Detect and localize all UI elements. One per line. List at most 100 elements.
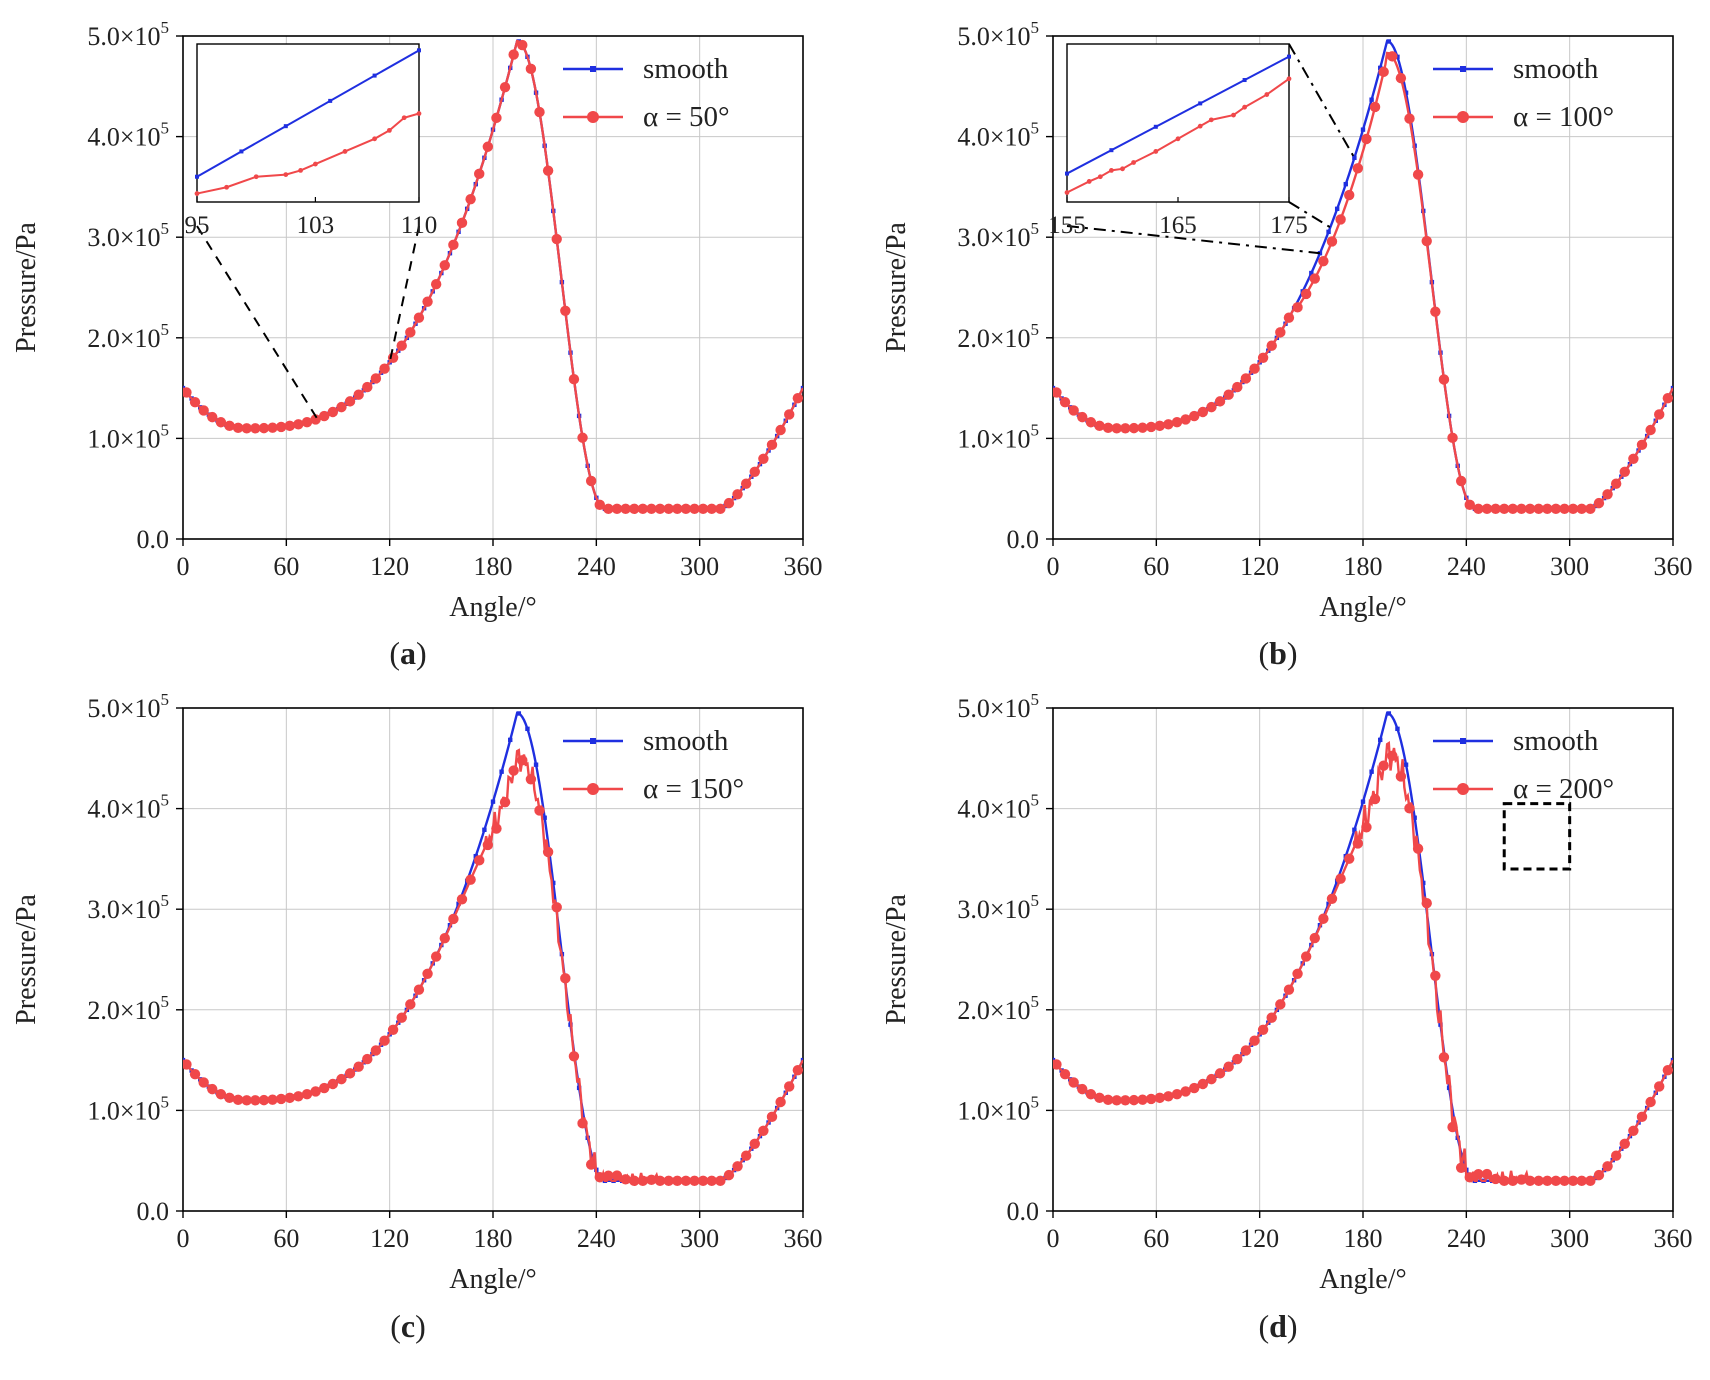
- point-textured: [1292, 968, 1303, 979]
- inset-x-tick-label: 95: [185, 212, 210, 239]
- point-textured: [1387, 750, 1398, 762]
- point-textured: [1283, 984, 1295, 995]
- point-textured: [474, 168, 485, 180]
- point-textured: [1137, 422, 1148, 433]
- point-textured: [715, 1175, 726, 1187]
- x-tick-label: 60: [273, 552, 299, 581]
- y-tick-label: 3.0×105: [87, 891, 169, 924]
- point-textured: [1163, 419, 1174, 430]
- point-textured: [732, 1161, 743, 1172]
- x-tick-label: 60: [1143, 552, 1169, 581]
- point-textured: [439, 933, 450, 944]
- y-tick-exponent: 5: [161, 119, 170, 138]
- x-tick-label: 120: [370, 1224, 409, 1253]
- legend-marker-smooth: [590, 66, 596, 72]
- x-tick-label: 180: [1344, 552, 1383, 581]
- point-textured: [1628, 1125, 1639, 1136]
- point-textured: [430, 951, 442, 962]
- point-textured: [1447, 1121, 1458, 1133]
- point-textured: [680, 1175, 692, 1187]
- point-textured: [1645, 424, 1656, 436]
- x-tick-label: 120: [1240, 1224, 1279, 1253]
- point-textured: [1645, 1096, 1656, 1108]
- point-textured: [1189, 1082, 1200, 1094]
- y-tick-exponent: 5: [161, 320, 170, 339]
- inset-x-tick-label: 155: [1048, 212, 1086, 239]
- panel-label: (c): [390, 1308, 426, 1344]
- point-smooth: [1369, 769, 1374, 774]
- point-smooth: [1421, 880, 1426, 886]
- x-tick-label: 300: [1550, 1224, 1589, 1253]
- point-textured: [551, 233, 562, 245]
- point-textured: [1421, 898, 1432, 909]
- point-textured: [646, 1174, 657, 1186]
- y-tick-exponent: 5: [1031, 219, 1040, 238]
- point-textured: [1145, 1093, 1157, 1105]
- point-textured: [1232, 1053, 1243, 1065]
- y-tick-label: 1.0×105: [957, 1092, 1039, 1125]
- point-textured: [1516, 1174, 1527, 1185]
- inset-point-textured: [401, 115, 407, 121]
- point-textured: [1223, 389, 1234, 400]
- point-smooth: [525, 726, 530, 732]
- point-textured: [1533, 1175, 1544, 1187]
- point-textured: [1120, 423, 1131, 434]
- inset-point-textured: [1208, 117, 1214, 123]
- point-textured: [1447, 432, 1458, 444]
- point-textured: [465, 874, 476, 885]
- point-textured: [611, 503, 623, 515]
- point-textured: [1257, 352, 1269, 364]
- y-tick-exponent: 5: [1031, 791, 1040, 810]
- panel-label-open: (: [1258, 1308, 1269, 1344]
- point-textured: [319, 410, 330, 422]
- x-tick-label: 300: [680, 1224, 719, 1253]
- point-textured: [1300, 951, 1312, 962]
- x-tick-label: 0: [1047, 552, 1060, 581]
- point-textured: [1240, 1045, 1252, 1056]
- point-textured: [456, 217, 468, 229]
- panel-label-open: (: [1258, 635, 1269, 671]
- point-textured: [499, 81, 511, 93]
- curves: [1053, 39, 1673, 515]
- zoom-connector-right: [1288, 43, 1356, 159]
- y-tick-exponent: 5: [161, 18, 170, 37]
- inset-frame: [196, 43, 420, 203]
- point-textured: [1120, 1095, 1131, 1106]
- point-textured: [706, 503, 717, 515]
- point-textured: [301, 1088, 313, 1100]
- point-textured: [577, 432, 588, 443]
- inset-point-smooth: [283, 124, 288, 129]
- panel-a: 0 60 120 180 240 300 360 0.0 1.0×105 2.0×105 3.0×1…: [11, 18, 823, 671]
- x-tick-label: 180: [474, 1224, 513, 1253]
- inset-point-smooth: [239, 149, 244, 154]
- inset-point-smooth: [328, 98, 333, 103]
- point-smooth: [1395, 726, 1400, 732]
- legend-label-smooth: smooth: [1513, 725, 1599, 757]
- x-tick-label: 300: [680, 552, 719, 581]
- point-textured: [189, 1069, 201, 1080]
- point-textured: [1163, 1091, 1174, 1102]
- point-textured: [448, 913, 459, 925]
- point-textured: [577, 1118, 588, 1129]
- inset-line-smooth: [1066, 55, 1290, 175]
- point-textured: [1352, 838, 1364, 849]
- inset-x-tick-label: 175: [1270, 212, 1308, 239]
- panel-label-close: ): [1287, 1308, 1298, 1344]
- y-tick-label: 5.0×105: [957, 690, 1039, 723]
- point-textured: [1077, 411, 1088, 423]
- inset-point-textured: [372, 136, 377, 142]
- point-textured: [620, 503, 631, 515]
- point-textured: [499, 797, 511, 808]
- point-textured: [1206, 1073, 1217, 1085]
- y-tick-exponent: 5: [1031, 992, 1040, 1011]
- point-textured: [792, 1064, 803, 1076]
- legend-label-smooth: smooth: [1513, 53, 1599, 85]
- panel-label: (a): [389, 635, 426, 671]
- point-textured: [1283, 312, 1295, 323]
- inset-point-textured: [416, 111, 422, 116]
- point-textured: [430, 279, 442, 290]
- y-tick-label: 4.0×105: [87, 791, 169, 824]
- point-textured: [1068, 405, 1079, 416]
- point-textured: [1335, 873, 1346, 884]
- y-tick-label: 3.0×105: [957, 891, 1039, 924]
